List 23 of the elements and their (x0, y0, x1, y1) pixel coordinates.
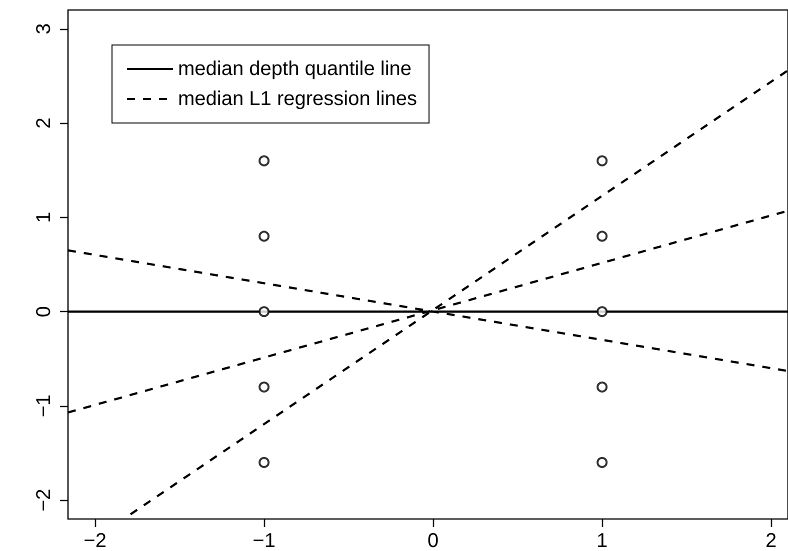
x-tick-label: 1 (596, 530, 608, 551)
point (258, 306, 270, 318)
point (596, 230, 608, 242)
y-tick-label: 1 (33, 212, 55, 223)
point (258, 456, 270, 468)
point (258, 230, 270, 242)
point (258, 155, 270, 166)
x-tick-label: −2 (84, 530, 106, 551)
point (258, 382, 270, 393)
y-tick-label: −1 (33, 394, 55, 418)
point (596, 456, 608, 468)
x-tick-label: 0 (428, 530, 439, 551)
point (596, 382, 608, 393)
y-tick-label: 2 (33, 118, 55, 129)
legend-label: median depth quantile line (178, 58, 412, 80)
y-tick-label: 0 (33, 306, 55, 318)
point (596, 155, 608, 166)
x-tick-label: 2 (766, 530, 777, 551)
y-tick-label: 3 (33, 23, 55, 34)
y-tick-label: −2 (33, 488, 55, 512)
point (596, 306, 608, 318)
x-tick-label: −1 (252, 530, 276, 551)
legend-label: median L1 regression lines (178, 88, 418, 110)
